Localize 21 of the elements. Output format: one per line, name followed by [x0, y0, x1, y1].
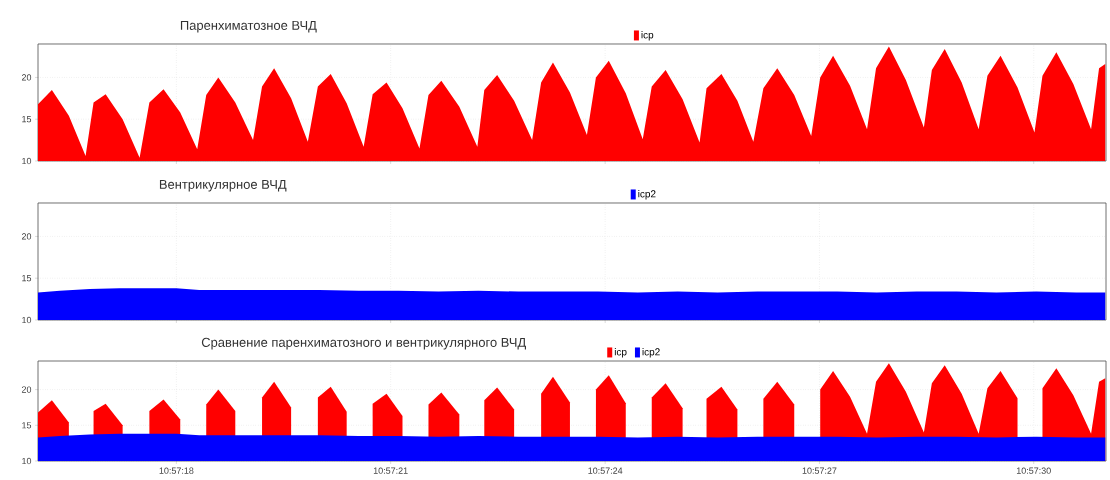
x-tick-label: 10:57:30	[1016, 467, 1051, 474]
y-tick-label: 15	[22, 275, 32, 282]
chart-title: Вентрикулярное ВЧД	[159, 179, 287, 192]
x-tick-label: 10:57:18	[159, 467, 194, 474]
legend-label: icp2	[642, 348, 660, 358]
y-tick-label: 15	[22, 422, 32, 429]
legend-label: icp	[641, 31, 654, 41]
legend-label: icp2	[638, 190, 656, 200]
chart-title: Сравнение паренхиматозного и вентрикулярного ВЧД	[201, 337, 526, 350]
y-tick-label: 10	[22, 316, 32, 324]
y-tick-label: 20	[21, 74, 32, 81]
y-tick-label: 20	[21, 386, 32, 393]
legend-label: icp	[614, 348, 627, 358]
y-tick-label: 20	[21, 233, 32, 240]
chart-title: Паренхиматозное ВЧД	[180, 20, 317, 33]
y-tick-label: 10	[22, 157, 32, 165]
x-tick-label: 10:57:24	[588, 467, 623, 474]
x-tick-label: 10:57:27	[802, 467, 837, 474]
y-tick-label: 10	[22, 457, 32, 465]
x-tick-label: 10:57:21	[373, 467, 408, 474]
y-tick-label: 15	[22, 116, 32, 123]
